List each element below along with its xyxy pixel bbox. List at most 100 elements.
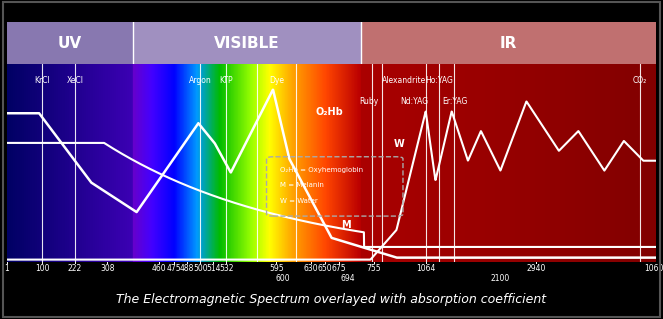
Bar <box>297 64 298 262</box>
Bar <box>156 64 157 262</box>
Bar <box>315 64 316 262</box>
Bar <box>64 64 67 262</box>
Bar <box>279 64 280 262</box>
Bar <box>22 64 24 262</box>
Bar <box>340 64 341 262</box>
Bar <box>446 64 451 262</box>
Bar <box>641 64 646 262</box>
Text: Dye: Dye <box>269 76 284 85</box>
Bar <box>304 64 305 262</box>
Bar <box>160 64 162 262</box>
Bar <box>145 64 147 262</box>
Bar <box>651 64 656 262</box>
Bar <box>309 64 310 262</box>
Bar <box>381 64 386 262</box>
Bar <box>121 64 123 262</box>
Text: 500: 500 <box>193 264 208 273</box>
Text: VISIBLE: VISIBLE <box>214 35 280 51</box>
Bar <box>188 64 189 262</box>
Bar <box>69 64 71 262</box>
Bar <box>107 64 109 262</box>
Bar <box>263 64 264 262</box>
Text: 488: 488 <box>180 264 194 273</box>
Bar <box>235 64 236 262</box>
Bar <box>371 64 376 262</box>
Bar <box>28 64 30 262</box>
Text: 514: 514 <box>206 264 221 273</box>
FancyBboxPatch shape <box>361 22 656 64</box>
Bar <box>456 64 461 262</box>
Bar <box>322 64 323 262</box>
Bar <box>174 64 175 262</box>
Bar <box>19 64 22 262</box>
Bar <box>337 64 338 262</box>
Bar <box>76 64 78 262</box>
Bar <box>205 64 206 262</box>
Bar <box>280 64 281 262</box>
Bar <box>236 64 237 262</box>
Bar <box>7 64 9 262</box>
Text: 1: 1 <box>4 264 9 273</box>
Bar <box>125 64 127 262</box>
Bar <box>591 64 596 262</box>
Bar <box>201 64 202 262</box>
Bar <box>354 64 355 262</box>
Bar <box>366 64 371 262</box>
Bar <box>310 64 312 262</box>
Bar <box>142 64 143 262</box>
Bar <box>93 64 95 262</box>
Text: 222: 222 <box>68 264 82 273</box>
Bar <box>228 64 229 262</box>
Bar <box>333 64 334 262</box>
Bar <box>155 64 156 262</box>
Bar <box>312 64 313 262</box>
Bar <box>9 64 11 262</box>
Bar <box>227 64 228 262</box>
Bar <box>224 64 225 262</box>
Bar <box>13 64 15 262</box>
Bar <box>109 64 112 262</box>
Bar <box>581 64 586 262</box>
Bar <box>60 64 62 262</box>
Bar <box>229 64 230 262</box>
Bar <box>149 64 150 262</box>
Bar <box>451 64 456 262</box>
Bar <box>246 64 247 262</box>
Bar <box>350 64 351 262</box>
Bar <box>41 64 43 262</box>
Text: 1064: 1064 <box>416 264 436 273</box>
Bar <box>223 64 224 262</box>
Bar <box>308 64 309 262</box>
Bar <box>386 64 391 262</box>
Bar <box>264 64 265 262</box>
Bar <box>148 64 149 262</box>
Bar <box>191 64 192 262</box>
Bar <box>621 64 627 262</box>
Bar <box>361 64 366 262</box>
Bar <box>39 64 41 262</box>
Bar <box>436 64 441 262</box>
Bar <box>112 64 114 262</box>
Bar <box>233 64 234 262</box>
Bar <box>331 64 332 262</box>
Bar <box>154 64 155 262</box>
Bar <box>214 64 215 262</box>
Bar <box>217 64 219 262</box>
Bar <box>299 64 300 262</box>
Bar <box>355 64 356 262</box>
Bar <box>316 64 317 262</box>
Bar <box>471 64 476 262</box>
Bar <box>259 64 260 262</box>
Bar <box>345 64 346 262</box>
Bar <box>338 64 339 262</box>
Bar <box>62 64 64 262</box>
Bar <box>326 64 328 262</box>
Bar <box>273 64 274 262</box>
Bar <box>586 64 591 262</box>
Bar <box>210 64 211 262</box>
Bar <box>526 64 531 262</box>
Bar <box>339 64 340 262</box>
Bar <box>406 64 411 262</box>
Bar <box>216 64 217 262</box>
Bar <box>283 64 284 262</box>
